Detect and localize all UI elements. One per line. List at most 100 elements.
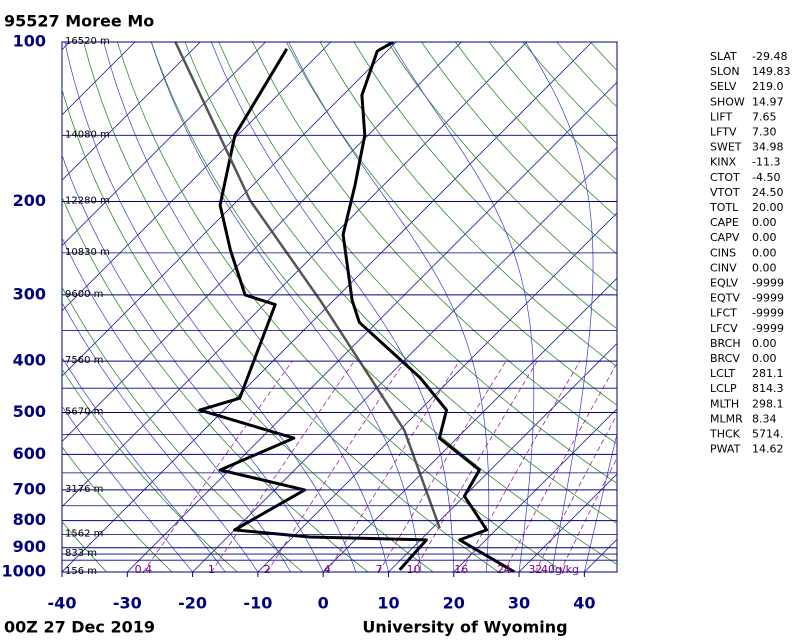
index-name: EQLV <box>710 277 739 290</box>
x-tick-label: 40 <box>573 594 595 613</box>
index-name: MLTH <box>710 397 739 410</box>
index-value: 298.1 <box>752 397 784 410</box>
index-value: -9999 <box>752 292 784 305</box>
index-value: -9999 <box>752 277 784 290</box>
index-name: KINX <box>710 156 737 169</box>
mixing-ratio-label: 32 <box>528 563 542 576</box>
index-value: 0.00 <box>752 352 777 365</box>
index-value: 149.83 <box>752 65 791 78</box>
index-value: 0.00 <box>752 231 777 244</box>
index-name: VTOT <box>710 186 740 199</box>
y-tick-label: 700 <box>13 479 46 498</box>
height-label: 5670 m <box>65 406 103 417</box>
x-tick-label: -30 <box>113 594 142 613</box>
x-tick-label: 30 <box>508 594 530 613</box>
index-value: 7.30 <box>752 126 777 139</box>
index-name: CAPV <box>710 231 740 244</box>
isotherm <box>388 342 617 572</box>
height-label: 1562 m <box>65 529 103 540</box>
y-tick-label: 400 <box>13 351 46 370</box>
isotherm <box>62 42 266 247</box>
x-tick-label: 10 <box>377 594 399 613</box>
index-name: LCLT <box>710 367 735 380</box>
y-tick-label: 900 <box>13 537 46 556</box>
index-name: MLMR <box>710 412 743 425</box>
chart-title: 95527 Moree Mo <box>4 12 154 31</box>
index-value: 0.00 <box>752 246 777 259</box>
isotherm <box>62 42 332 312</box>
index-value: 0.00 <box>752 216 777 229</box>
x-tick-label: -20 <box>178 594 207 613</box>
height-label: 16520 m <box>65 36 110 47</box>
profile-line <box>341 42 516 572</box>
index-name: LFCV <box>710 322 738 335</box>
index-name: LFTV <box>710 126 737 139</box>
index-name: PWAT <box>710 443 741 456</box>
mixing-ratio-label: 0.4 <box>135 563 153 576</box>
index-value: -11.3 <box>752 156 780 169</box>
index-value: 8.34 <box>752 412 777 425</box>
mixing-ratio-label: 40g/kg <box>541 563 579 576</box>
footer-right: University of Wyoming <box>362 618 567 637</box>
y-tick-label: 300 <box>13 284 46 303</box>
isotherm <box>257 212 617 572</box>
index-value: 281.1 <box>752 367 784 380</box>
mixing-ratio-label: 2 <box>264 563 271 576</box>
height-label: 12280 m <box>65 196 110 207</box>
mixing-ratio-label: 7 <box>375 563 382 576</box>
isotherm <box>62 42 397 377</box>
index-value: 14.97 <box>752 95 784 108</box>
height-label: 3176 m <box>65 484 103 495</box>
mixing-ratio-label: 10 <box>407 563 421 576</box>
index-value: -9999 <box>752 322 784 335</box>
index-value: -4.50 <box>752 171 780 184</box>
y-tick-label: 1000 <box>1 562 46 581</box>
index-name: LFCT <box>710 307 737 320</box>
index-name: SLAT <box>710 50 737 63</box>
index-name: TOTL <box>709 201 739 214</box>
isotherm <box>62 42 201 181</box>
y-tick-label: 800 <box>13 510 46 529</box>
index-name: EQTV <box>710 292 740 305</box>
isotherm <box>453 408 617 572</box>
index-value: 5714. <box>752 428 784 441</box>
isotherm <box>62 42 593 572</box>
height-label: 7560 m <box>65 355 103 366</box>
index-value: 7.65 <box>752 110 777 123</box>
index-name: CINS <box>710 246 736 259</box>
footer-left: 00Z 27 Dec 2019 <box>4 618 155 637</box>
index-name: SLON <box>710 65 740 78</box>
height-label: 833 m <box>65 548 97 559</box>
index-value: 814.3 <box>752 382 784 395</box>
mixing-ratio-label: 16 <box>454 563 468 576</box>
index-value: 0.00 <box>752 337 777 350</box>
x-tick-label: -40 <box>48 594 77 613</box>
index-value: -9999 <box>752 307 784 320</box>
index-name: CAPE <box>710 216 739 229</box>
y-tick-label: 100 <box>13 32 46 51</box>
index-name: SELV <box>710 80 737 93</box>
index-value: 14.62 <box>752 443 784 456</box>
index-value: -29.48 <box>752 50 787 63</box>
x-tick-label: 20 <box>443 594 465 613</box>
index-name: LCLP <box>710 382 737 395</box>
index-name: CTOT <box>710 171 740 184</box>
y-tick-label: 600 <box>13 444 46 463</box>
index-name: CINV <box>710 261 737 274</box>
isotherm <box>62 42 527 508</box>
height-label: 156 m <box>65 566 97 577</box>
isotherm <box>127 81 617 572</box>
index-value: 20.00 <box>752 201 784 214</box>
isotherm <box>322 277 617 572</box>
y-tick-label: 200 <box>13 191 46 210</box>
index-name: BRCH <box>710 337 741 350</box>
height-label: 10830 m <box>65 247 110 258</box>
isotherm <box>0 42 4 572</box>
index-value: 219.0 <box>752 80 784 93</box>
isotherm <box>518 473 617 572</box>
index-value: 34.98 <box>752 141 784 154</box>
height-label: 9600 m <box>65 289 103 300</box>
mixing-ratio-label: 24 <box>497 563 511 576</box>
isotherm <box>62 42 462 442</box>
